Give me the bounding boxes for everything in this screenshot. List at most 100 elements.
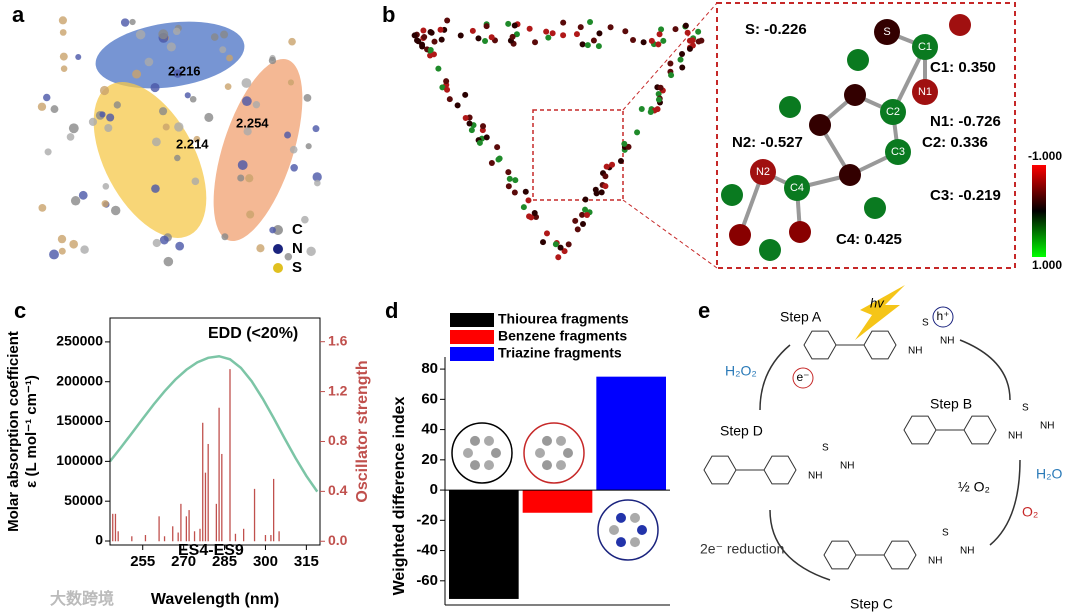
- fragment-icon: [597, 499, 659, 561]
- atom: [874, 19, 900, 45]
- atom: [682, 22, 689, 29]
- y-tick-label: 60: [421, 390, 438, 407]
- atom: [268, 56, 277, 65]
- ring: [823, 540, 857, 570]
- atom: [175, 241, 185, 251]
- atom: [496, 155, 503, 162]
- ring: [763, 455, 797, 485]
- atom: [75, 53, 82, 60]
- atom: [695, 38, 702, 45]
- y-tick-label: -20: [416, 511, 438, 528]
- atom: [462, 115, 469, 122]
- panel-label: a: [12, 2, 25, 27]
- atom: [219, 46, 227, 54]
- light-label: hv: [870, 295, 885, 310]
- atom: [602, 173, 609, 180]
- bond-distance: 2.216: [168, 63, 201, 78]
- atom: [695, 28, 702, 35]
- atom: [246, 210, 255, 219]
- atom: [638, 106, 645, 113]
- step-label: Step B: [930, 396, 972, 412]
- atom: [584, 212, 591, 219]
- atom: [563, 448, 573, 458]
- legend-swatch: [450, 330, 494, 344]
- atom: [579, 41, 586, 48]
- y2-tick-label: 0.0: [328, 532, 348, 548]
- species-label: 2e⁻ reduction: [700, 541, 784, 557]
- colorbar-label: -1.000: [1028, 149, 1062, 163]
- atom: [78, 190, 88, 200]
- atom: [505, 169, 512, 176]
- atom: [191, 177, 200, 186]
- atom: [193, 135, 201, 143]
- y-axis-title: Weighted difference index: [391, 396, 408, 595]
- x-tick-label: 300: [253, 553, 278, 570]
- ring: [903, 415, 937, 445]
- atom-label: N2: [756, 166, 770, 178]
- atom: [505, 20, 512, 27]
- atom: [44, 148, 52, 156]
- atom: [839, 164, 861, 186]
- atom: [655, 41, 662, 48]
- group-label: NH: [840, 461, 854, 472]
- atom: [543, 230, 550, 237]
- atom: [847, 49, 869, 71]
- atom: [603, 163, 610, 170]
- zoom-box: [532, 109, 624, 201]
- atom: [542, 460, 552, 471]
- atom: [163, 256, 174, 267]
- atom: [289, 145, 298, 154]
- atom: [520, 204, 527, 211]
- step-label: Step C: [850, 596, 893, 612]
- x-tick-label: 270: [171, 553, 196, 570]
- atom: [312, 172, 322, 182]
- atom: [419, 43, 426, 50]
- atom: [435, 65, 442, 72]
- group-label: S: [922, 318, 929, 329]
- atom: [443, 78, 450, 85]
- y-tick-label: 80: [421, 360, 438, 377]
- legend-swatch: [450, 347, 494, 361]
- atom: [560, 32, 567, 39]
- atom: [552, 241, 559, 248]
- x-tick-label: 315: [294, 553, 319, 570]
- atom: [526, 25, 533, 32]
- atom: [484, 460, 494, 471]
- atom: [590, 37, 597, 44]
- atom: [596, 30, 603, 37]
- atom: [158, 107, 168, 116]
- legend-s-dot: [273, 263, 283, 273]
- atom: [58, 247, 66, 255]
- atom: [509, 33, 516, 40]
- atom: [470, 435, 480, 446]
- atom: [809, 114, 831, 136]
- atom: [949, 14, 971, 36]
- atom: [50, 105, 59, 114]
- fragment-icon: [451, 422, 513, 484]
- atom: [729, 224, 751, 246]
- charge-label: N2: -0.527: [732, 134, 803, 151]
- atom: [531, 210, 538, 217]
- atom: [488, 160, 495, 167]
- ring: [703, 455, 737, 485]
- charge-label: C4: 0.425: [836, 231, 902, 248]
- step-label: Step D: [720, 423, 763, 439]
- atom: [543, 28, 550, 35]
- atom: [528, 214, 535, 221]
- group-label: NH: [940, 336, 954, 347]
- inset-frame: [716, 2, 1016, 269]
- carrier-label: h⁺: [936, 309, 949, 323]
- ring: [863, 330, 897, 360]
- atom: [483, 134, 490, 141]
- atom: [43, 93, 51, 102]
- atom: [660, 37, 667, 44]
- atom: [784, 175, 810, 201]
- atom: [444, 86, 451, 93]
- atom: [437, 26, 444, 33]
- atom: [221, 233, 229, 241]
- species-label: ½ O₂: [958, 479, 990, 495]
- atom: [144, 57, 154, 67]
- atom: [587, 18, 594, 25]
- atom: [69, 239, 79, 249]
- ring: [803, 330, 837, 360]
